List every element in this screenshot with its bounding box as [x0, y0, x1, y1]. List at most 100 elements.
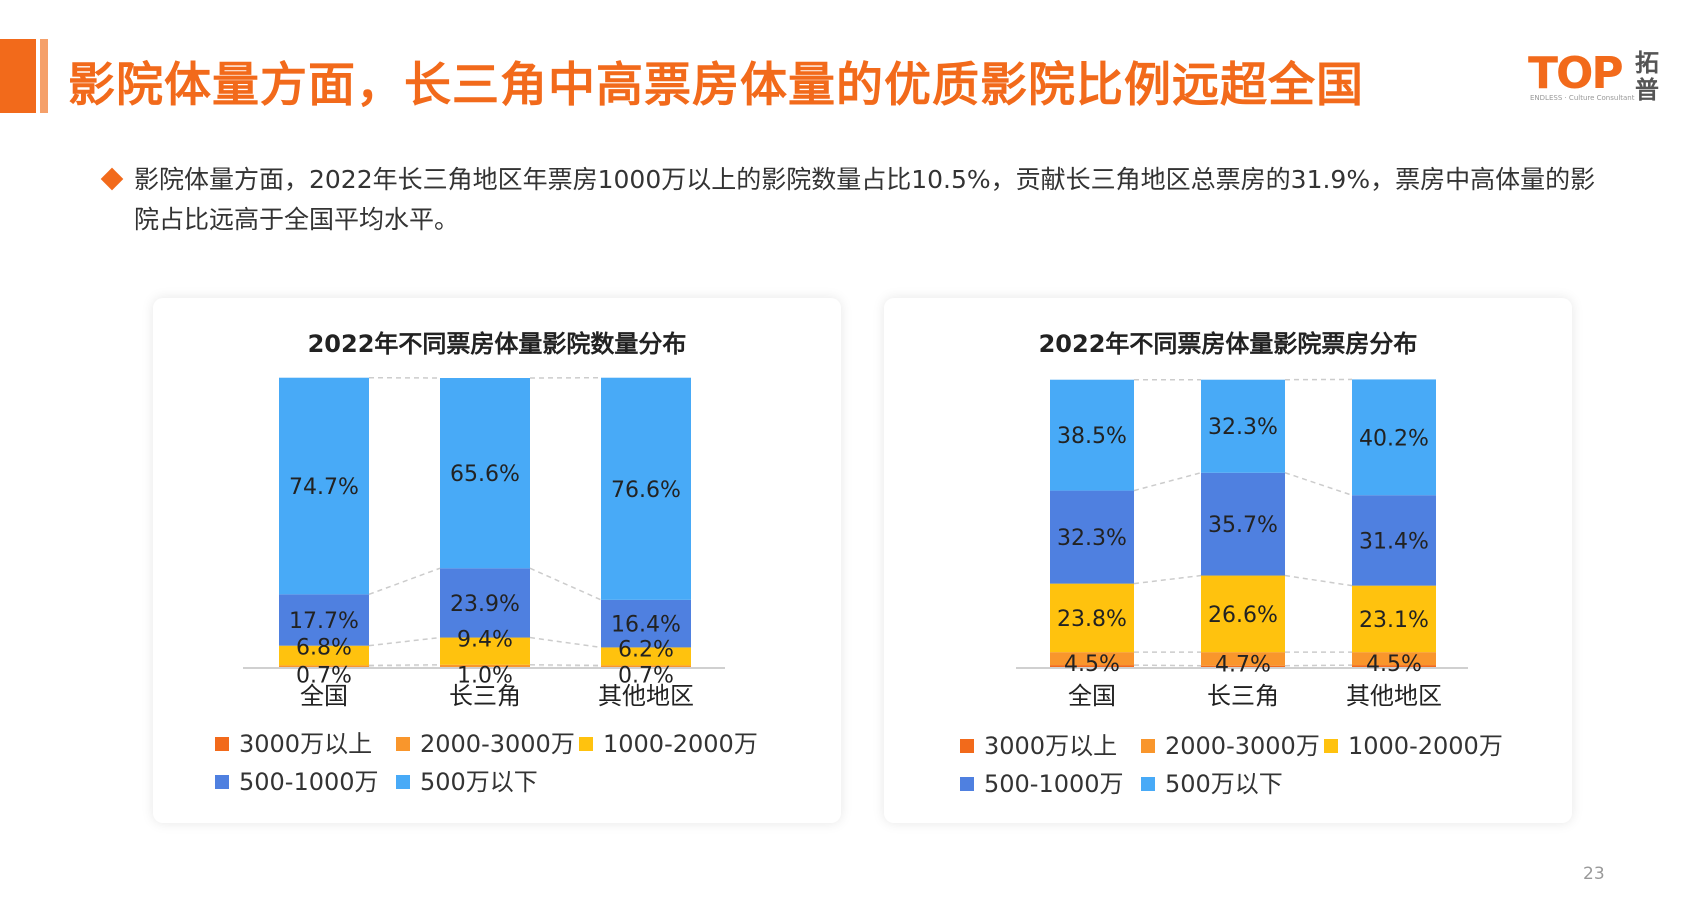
legend-item: 1000-2000万	[1324, 726, 1503, 761]
bar-segment	[279, 665, 369, 668]
data-label: 16.4%	[611, 613, 681, 638]
bar-segment	[1352, 652, 1436, 666]
connector-line	[1284, 664, 1353, 667]
bar-segment	[279, 377, 369, 595]
legend-swatch	[1324, 739, 1338, 753]
bar-segment	[601, 599, 691, 648]
title-accent-bar	[0, 39, 36, 113]
legend-swatch	[579, 737, 593, 751]
data-label: 32.3%	[1208, 415, 1278, 440]
connector-line	[368, 664, 441, 667]
category-label: 长三角	[1207, 682, 1279, 710]
stacked-bar-chart-boxoffice: 4.5% 23.8% 32.3% 38.5% 4.7% 26.6% 35.7% 32.3% 4.…	[1016, 378, 1468, 710]
data-label: 4.5%	[1366, 652, 1422, 677]
data-label: 9.4%	[457, 628, 513, 653]
bar-segment	[1201, 652, 1285, 666]
legend-swatch	[1141, 739, 1155, 753]
legend-label: 2000-3000万	[420, 730, 575, 758]
connector-line	[529, 567, 602, 601]
data-label: 40.2%	[1359, 426, 1429, 451]
logo-text: TOP	[1528, 48, 1624, 99]
legend-label: 500万以下	[420, 768, 538, 796]
legend-item: 2000-3000万	[396, 724, 575, 759]
bar-segment	[1050, 665, 1134, 668]
data-label: 31.4%	[1359, 529, 1429, 554]
connector-line	[368, 636, 441, 647]
logo-subtext: ENDLESS · Culture Consultant	[1530, 94, 1635, 102]
connector-line	[368, 567, 441, 596]
legend-swatch	[215, 737, 229, 751]
data-label: 26.6%	[1208, 603, 1278, 628]
legend-swatch	[960, 777, 974, 791]
connector-line	[1133, 574, 1202, 585]
legend-item: 1000-2000万	[579, 724, 758, 759]
legend-item: 3000万以上	[960, 726, 1117, 761]
category-label: 其他地区	[598, 682, 694, 710]
bar-segment	[1352, 495, 1436, 586]
connector-line	[1133, 664, 1202, 667]
stacked-bar-chart-count: 0.7%6.8%17.7%74.7%1.0%9.4%23.9%65.6%0.7%…	[243, 376, 725, 710]
bar-segment	[1050, 652, 1134, 666]
legend-item: 500万以下	[396, 762, 538, 797]
data-label: 0.7%	[296, 663, 352, 688]
data-label: 32.3%	[1057, 526, 1127, 551]
chart-title: 2022年不同票房体量影院票房分布	[1038, 330, 1418, 358]
data-label: 6.2%	[618, 637, 674, 662]
data-label: 4.5%	[1064, 652, 1120, 677]
data-label: 1.0%	[457, 664, 513, 689]
bar-segment	[279, 645, 369, 666]
data-label: 6.8%	[296, 636, 352, 661]
legend-item: 3000万以上	[215, 724, 372, 759]
connector-line	[1284, 574, 1353, 587]
bar-segment	[601, 377, 691, 600]
data-label: 65.6%	[450, 462, 520, 487]
legend-item: 500-1000万	[215, 762, 379, 797]
connector-line	[1133, 472, 1202, 492]
chart-card-boxoffice: 2022年不同票房体量影院票房分布 4.5% 23.8% 32.3% 38.5% 4.7…	[884, 298, 1572, 823]
data-label: 4.7%	[1215, 653, 1271, 678]
data-label: 17.7%	[289, 609, 359, 634]
legend-swatch	[1141, 777, 1155, 791]
connector-lines	[1133, 378, 1353, 667]
title-accent-bar-light	[40, 39, 48, 113]
category-label: 全国	[300, 682, 348, 710]
chart-title: 2022年不同票房体量影院数量分布	[307, 330, 687, 358]
company-logo: TOP ENDLESS · Culture Consultant 拓普	[1528, 48, 1668, 108]
legend-label: 2000-3000万	[1165, 732, 1320, 760]
data-label: 23.9%	[450, 592, 520, 617]
bar-segment	[1050, 490, 1134, 584]
bar-segment	[1201, 665, 1285, 668]
bar-segment	[1352, 379, 1436, 496]
legend-swatch	[215, 775, 229, 789]
bar-segment	[1352, 585, 1436, 653]
legend-item: 500万以下	[1141, 764, 1283, 799]
legend-label: 3000万以上	[239, 730, 373, 758]
data-label: 23.1%	[1359, 608, 1429, 633]
logo-chinese: 拓普	[1635, 49, 1659, 104]
chart-card-count: 2022年不同票房体量影院数量分布 0.7% 6.8% 17.7% 74.7% 1.0%…	[153, 298, 841, 823]
bar-segment	[601, 647, 691, 666]
legend-swatch	[396, 775, 410, 789]
category-label: 全国	[1068, 682, 1116, 710]
legend-swatch	[960, 739, 974, 753]
legend-item: 2000-3000万	[1141, 726, 1320, 761]
data-label: 23.8%	[1057, 607, 1127, 632]
data-label: 0.7%	[618, 663, 674, 688]
diamond-bullet-icon	[100, 167, 124, 191]
page-title: 影院体量方面，长三角中高票房体量的优质影院比例远超全国	[68, 58, 1364, 113]
category-label: 其他地区	[1346, 682, 1442, 710]
bar-segment	[440, 568, 530, 638]
legend-label: 1000-2000万	[1348, 732, 1503, 760]
bullet-text: 影院体量方面，2022年长三角地区年票房1000万以上的影院数量占比10.5%，…	[134, 165, 1596, 234]
connector-line	[529, 664, 602, 667]
bar-segment	[1352, 665, 1436, 668]
connector-line	[529, 636, 602, 649]
data-label: 76.6%	[611, 478, 681, 503]
bar-segment	[1201, 472, 1285, 576]
bar-segment	[440, 637, 530, 665]
data-label: 35.7%	[1208, 513, 1278, 538]
bar-segment	[440, 664, 530, 668]
bar-segment	[601, 665, 691, 668]
data-label: 38.5%	[1057, 424, 1127, 449]
bar-segment	[1050, 583, 1134, 653]
